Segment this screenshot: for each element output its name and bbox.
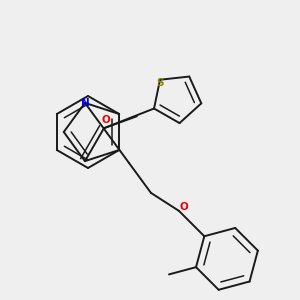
Text: S: S (156, 78, 164, 88)
Text: O: O (102, 115, 110, 125)
Text: N: N (81, 98, 89, 108)
Text: O: O (180, 202, 188, 212)
